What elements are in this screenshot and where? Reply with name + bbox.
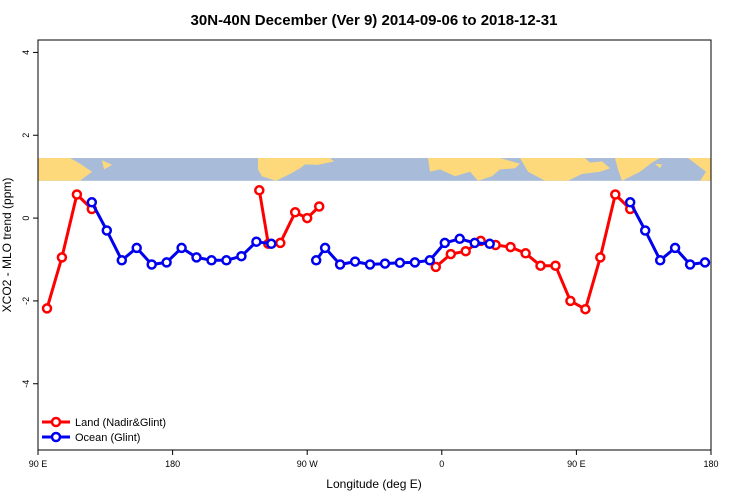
series-1-point-2-4 — [684, 259, 696, 270]
x-tick-label-1: 180 — [165, 459, 180, 469]
series-layer — [41, 185, 711, 315]
series-1-point-0-0 — [86, 197, 98, 208]
series-1-point-2-2 — [654, 255, 666, 266]
series-0-point-1-3 — [289, 207, 301, 218]
land-mass-4 — [520, 158, 610, 181]
y-tick-label-4: 4 — [21, 50, 31, 55]
series-1-point-2-1 — [639, 225, 651, 236]
y-tick-label-0: -4 — [21, 380, 31, 388]
x-tick-label-0: 90 E — [29, 459, 48, 469]
world-map-band — [38, 158, 711, 181]
x-tick-label-5: 180 — [703, 459, 718, 469]
legend-item-land: Land (Nadir&Glint) — [42, 416, 166, 429]
legend-marker-ocean — [50, 431, 62, 443]
series-0-point-2-7 — [535, 260, 546, 271]
land-mass-0 — [38, 158, 92, 181]
x-tick-label-4: 90 E — [567, 459, 586, 469]
series-0-point-1-2 — [275, 237, 286, 249]
series-1-point-1-11 — [469, 237, 480, 249]
legend-item-ocean: Ocean (Glint) — [42, 431, 140, 444]
series-1-point-0-8 — [206, 255, 217, 266]
series-1-point-1-10 — [454, 233, 465, 245]
y-tick-label-3: 2 — [21, 133, 31, 138]
series-1-point-0-1 — [101, 225, 113, 236]
series-1 — [86, 197, 711, 270]
series-0-point-2-12 — [610, 189, 621, 200]
series-0-point-2-9 — [565, 295, 576, 307]
land-mass-7 — [655, 163, 662, 169]
series-1-point-2-5 — [699, 257, 711, 268]
y-axis: -4 -2 0 2 4 — [21, 50, 38, 388]
ocean-area — [38, 158, 711, 181]
series-0-point-1-4 — [301, 212, 313, 224]
series-1-point-0-4 — [146, 259, 157, 270]
series-0-point-1-0 — [254, 185, 265, 196]
series-1-point-1-2 — [334, 259, 346, 270]
series-0-point-2-8 — [550, 260, 561, 271]
chart-title: 30N-40N December (Ver 9) 2014-09-06 to 2… — [191, 12, 558, 29]
y-tick-label-1: -2 — [21, 297, 31, 305]
series-1-point-0-10 — [236, 250, 247, 262]
series-0-point-2-6 — [520, 248, 531, 259]
series-0-point-2-0 — [430, 261, 442, 273]
series-1-point-2-0 — [624, 197, 636, 208]
series-1-point-0-3 — [131, 242, 142, 254]
series-1-point-0-2 — [116, 255, 128, 266]
series-1-point-0-11 — [251, 236, 262, 247]
y-axis-label: XCO2 - MLO trend (ppm) — [0, 178, 14, 313]
series-1-point-0-5 — [161, 257, 172, 268]
x-axis-label: Longitude (deg E) — [326, 477, 421, 491]
series-1-point-1-6 — [394, 257, 406, 269]
series-0-point-2-5 — [505, 241, 516, 253]
series-1-point-1-4 — [364, 259, 376, 270]
land-mass-6 — [688, 158, 711, 181]
series-0-point-2-2 — [460, 245, 471, 257]
series-1-point-1-8 — [424, 255, 436, 266]
x-tick-label-3: 0 — [439, 459, 444, 469]
series-1-point-2-3 — [669, 242, 681, 254]
series-1-point-0-6 — [176, 242, 187, 254]
series-1-point-1-1 — [319, 242, 331, 254]
series-0-point-2-10 — [580, 303, 591, 315]
series-1-point-1-12 — [484, 238, 495, 250]
series-0-point-1-5 — [313, 201, 325, 212]
legend-marker-land — [50, 416, 62, 428]
series-0-point-2-1 — [445, 248, 457, 260]
series-1-point-0-9 — [221, 255, 232, 266]
x-axis: 90 E 180 90 W 0 90 E 180 — [29, 450, 719, 469]
series-0-point-0-0 — [41, 303, 53, 314]
land-mass-1 — [102, 160, 112, 170]
series-0-point-0-2 — [71, 189, 83, 200]
legend-label-ocean: Ocean (Glint) — [75, 432, 140, 444]
series-1-point-0-7 — [191, 252, 202, 263]
land-mass-5 — [615, 158, 660, 181]
legend-label-land: Land (Nadir&Glint) — [75, 417, 166, 429]
series-1-point-1-9 — [439, 237, 451, 249]
legend: Land (Nadir&Glint) Ocean (Glint) — [42, 416, 166, 444]
series-0-line-0 — [45, 193, 93, 309]
series-1-point-1-5 — [379, 258, 391, 269]
series-1-point-0-12 — [266, 238, 277, 250]
land-mass-3 — [428, 158, 520, 181]
land-mass-2 — [258, 158, 334, 181]
series-0-point-2-11 — [595, 252, 606, 263]
series-0-point-0-1 — [56, 252, 68, 263]
y-tick-label-2: 0 — [21, 216, 31, 221]
series-1-point-1-0 — [310, 255, 322, 266]
x-tick-label-2: 90 W — [297, 459, 319, 469]
series-1-point-1-7 — [409, 257, 421, 268]
series-1-point-1-3 — [349, 256, 361, 267]
series-0 — [41, 185, 636, 315]
plot-frame — [37, 39, 712, 451]
